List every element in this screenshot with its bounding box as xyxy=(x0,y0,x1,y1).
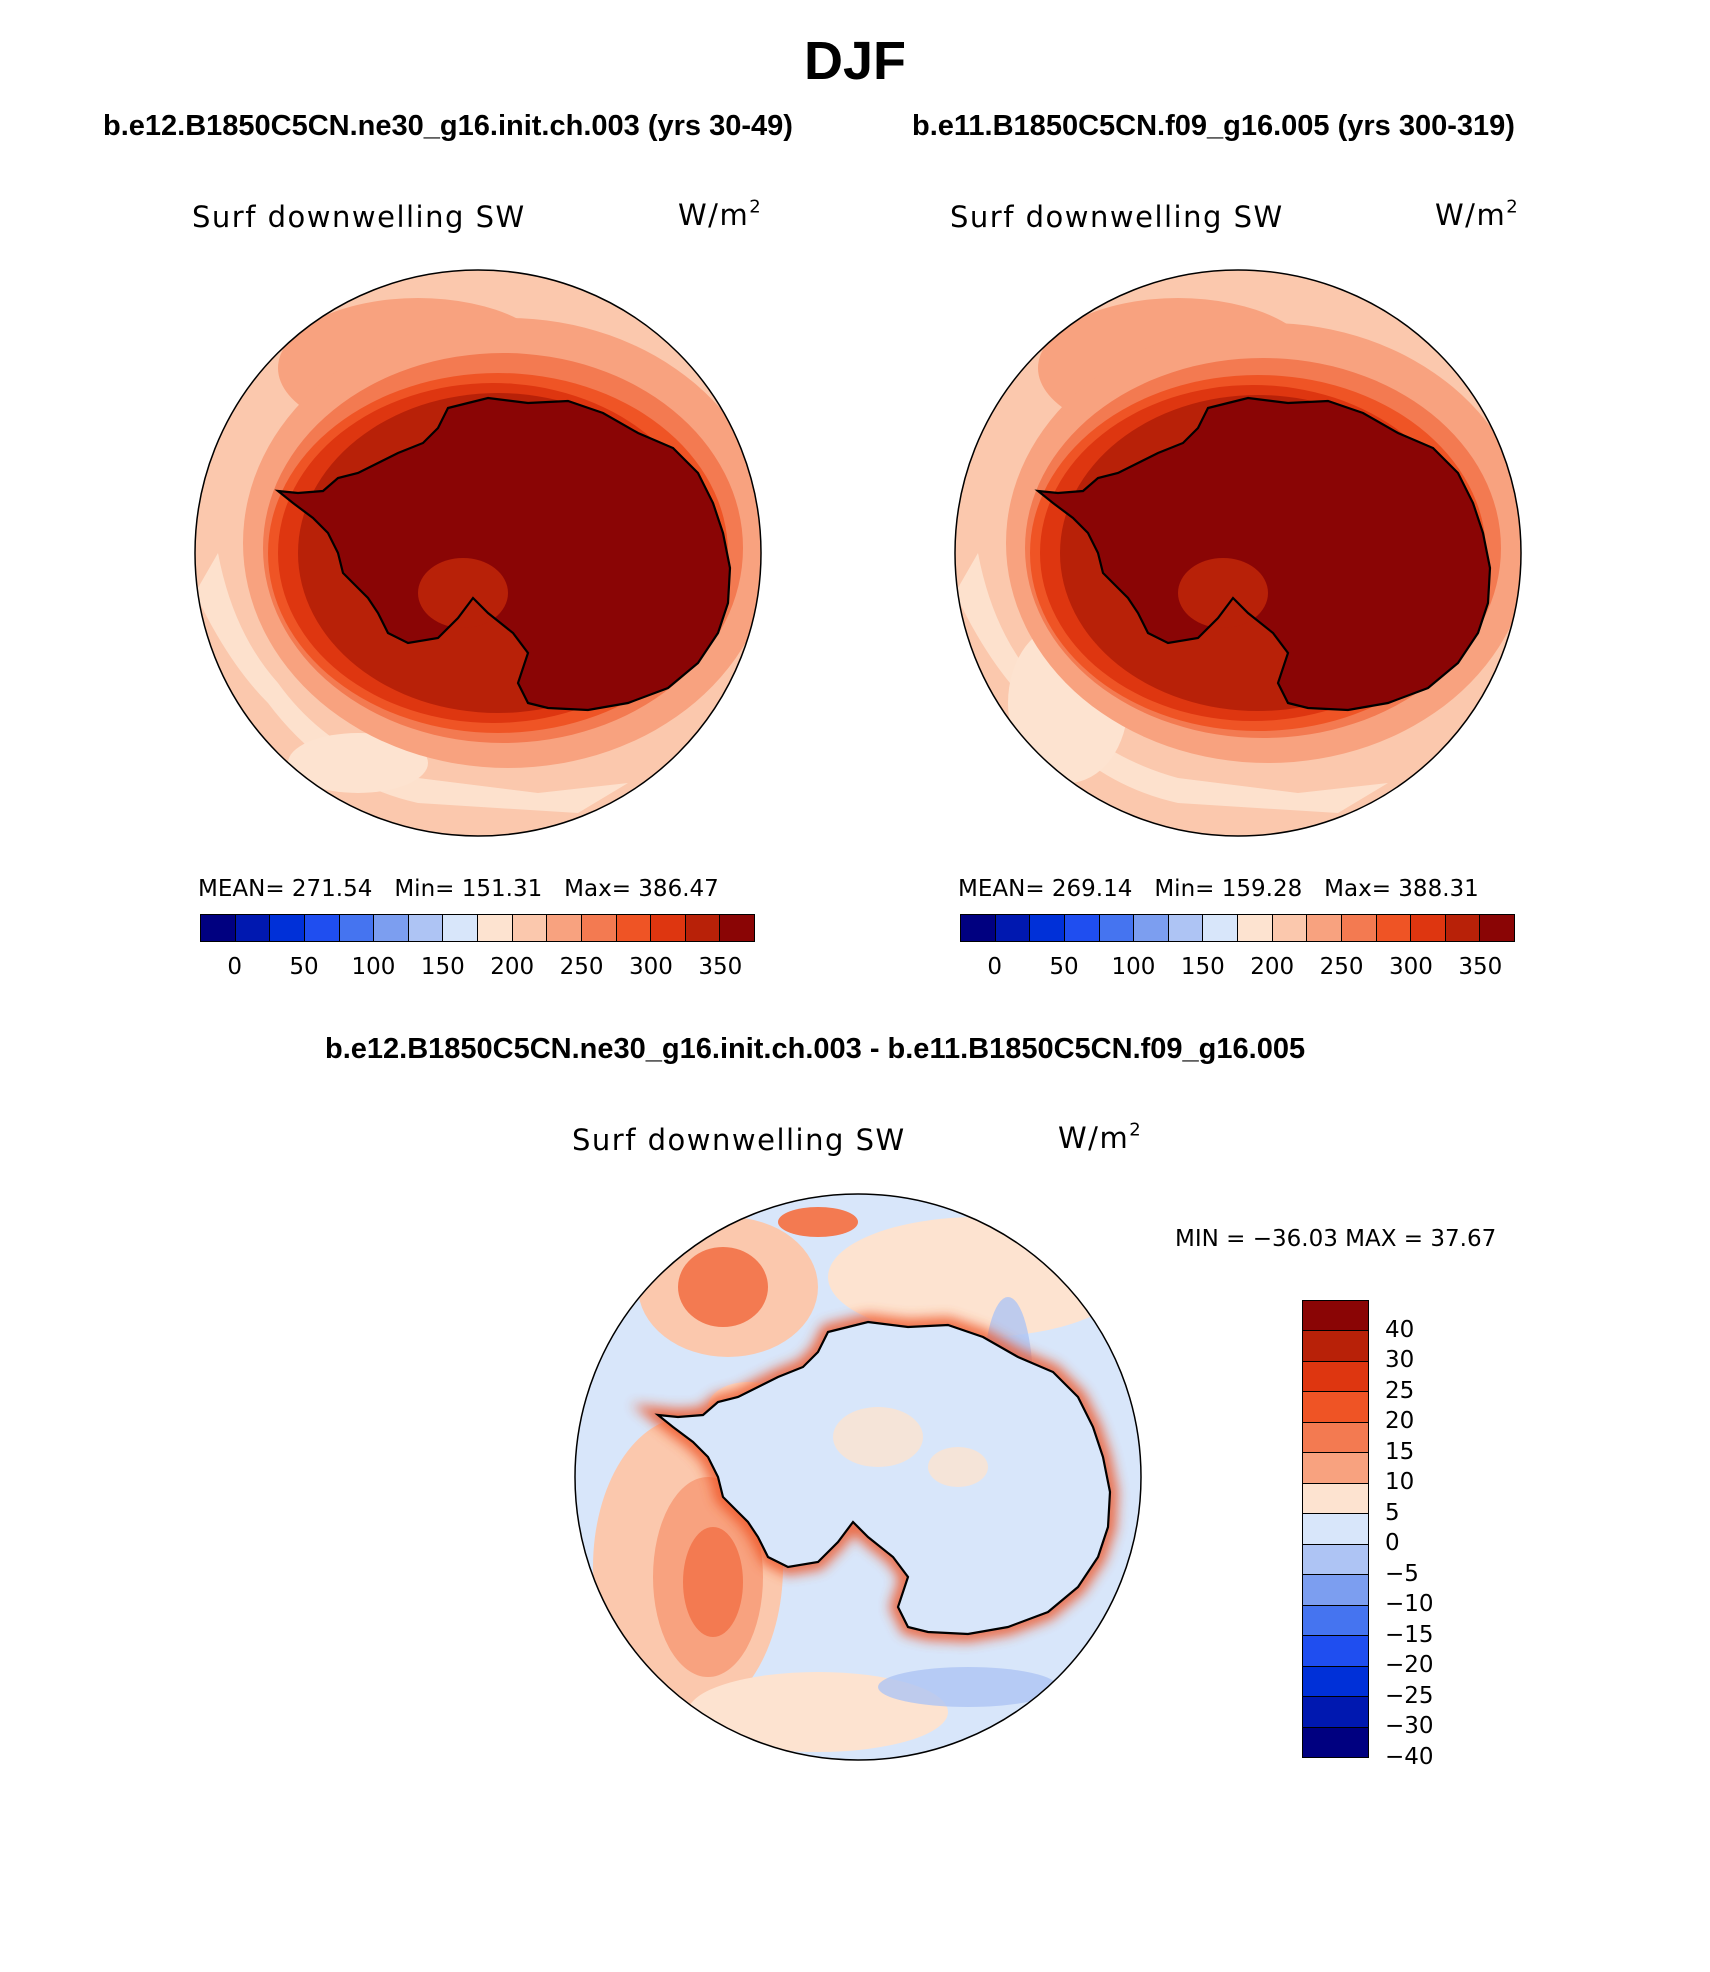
colorbar-box xyxy=(1445,915,1481,941)
colorbar-box xyxy=(1303,1514,1368,1545)
colorbar-tick-label: 30 xyxy=(1385,1347,1415,1374)
colorbar-tick-label: 150 xyxy=(420,954,465,980)
colorbar-box xyxy=(1303,1331,1368,1362)
colorbar-box xyxy=(1480,915,1514,941)
colorbar-tick-label: 200 xyxy=(1250,954,1295,980)
colorbar-box xyxy=(201,915,236,941)
colorbar-box xyxy=(1341,915,1377,941)
colorbar-box xyxy=(1411,915,1446,941)
diff-polar-map xyxy=(574,1193,1142,1761)
right-polar-map xyxy=(954,269,1522,837)
colorbar-tick-label: −40 xyxy=(1385,1744,1434,1770)
colorbar-box xyxy=(1303,1575,1368,1606)
colorbar-box xyxy=(1303,1483,1368,1515)
colorbar-box xyxy=(1238,915,1273,941)
colorbar-tick-label: −30 xyxy=(1385,1713,1434,1740)
colorbar-box xyxy=(1303,1636,1368,1667)
diff-minmax: MIN = −36.03 MAX = 37.67 xyxy=(1175,1226,1497,1252)
right-stats: MEAN= 269.14 Min= 159.28 Max= 388.31 xyxy=(958,876,1479,902)
colorbar-box xyxy=(1303,1666,1368,1698)
colorbar-box xyxy=(270,915,305,941)
colorbar-tick-label: 250 xyxy=(1319,954,1364,980)
colorbar-tick-label: 350 xyxy=(1458,954,1503,980)
colorbar-box xyxy=(443,915,478,941)
colorbar-box xyxy=(581,915,617,941)
colorbar-tick-label: 0 xyxy=(1385,1530,1400,1557)
right-colorbar xyxy=(960,914,1515,942)
colorbar-tick-label: 50 xyxy=(289,954,319,980)
colorbar-box xyxy=(1134,915,1169,941)
figure-title: DJF xyxy=(803,31,906,91)
colorbar-box xyxy=(304,915,340,941)
colorbar-box xyxy=(995,915,1031,941)
left-stats: MEAN= 271.54 Min= 151.31 Max= 386.47 xyxy=(198,876,719,902)
colorbar-tick-label: 100 xyxy=(351,954,396,980)
colorbar-box xyxy=(1303,1544,1368,1576)
colorbar-box xyxy=(1303,1605,1368,1637)
colorbar-box xyxy=(1303,1422,1368,1454)
left-variable-label: Surf downwelling SW xyxy=(192,200,526,234)
colorbar-box xyxy=(512,915,548,941)
colorbar-box xyxy=(408,915,444,941)
colorbar-box xyxy=(651,915,686,941)
left-colorbar xyxy=(200,914,755,942)
colorbar-box xyxy=(1168,915,1204,941)
colorbar-box xyxy=(1303,1392,1368,1423)
colorbar-box xyxy=(1303,1453,1368,1484)
colorbar-tick-label: 300 xyxy=(1388,954,1433,980)
colorbar-box xyxy=(235,915,271,941)
colorbar-tick-label: 100 xyxy=(1111,954,1156,980)
colorbar-tick-label: 350 xyxy=(698,954,743,980)
diff-units-label: W/m2 xyxy=(1058,1119,1143,1155)
colorbar-box xyxy=(478,915,513,941)
right-case-title: b.e11.B1850C5CN.f09_g16.005 (yrs 300-319… xyxy=(912,110,1515,142)
colorbar-box xyxy=(616,915,652,941)
colorbar-box xyxy=(1064,915,1100,941)
colorbar-tick-label: 10 xyxy=(1385,1469,1415,1496)
colorbar-tick-label: 0 xyxy=(227,954,243,980)
colorbar-tick-label: 150 xyxy=(1180,954,1225,980)
right-variable-label: Surf downwelling SW xyxy=(950,200,1284,234)
left-case-title: b.e12.B1850C5CN.ne30_g16.init.ch.003 (yr… xyxy=(103,110,793,142)
colorbar-tick-label: 0 xyxy=(987,954,1003,980)
colorbar-box xyxy=(685,915,721,941)
colorbar-box xyxy=(1203,915,1238,941)
colorbar-box xyxy=(547,915,582,941)
colorbar-tick-label: −15 xyxy=(1385,1621,1434,1648)
colorbar-box xyxy=(720,915,754,941)
colorbar-tick-label: 50 xyxy=(1049,954,1079,980)
colorbar-tick-label: 40 xyxy=(1385,1316,1415,1343)
diff-variable-label: Surf downwelling SW xyxy=(572,1123,906,1157)
colorbar-box xyxy=(1099,915,1135,941)
colorbar-box xyxy=(374,915,409,941)
colorbar-box xyxy=(961,915,996,941)
colorbar-tick-label: 200 xyxy=(490,954,535,980)
colorbar-box xyxy=(1303,1727,1368,1758)
colorbar-box xyxy=(1303,1361,1368,1393)
colorbar-box xyxy=(1376,915,1412,941)
colorbar-tick-label: −25 xyxy=(1385,1682,1434,1709)
colorbar-box xyxy=(1303,1301,1368,1332)
colorbar-box xyxy=(339,915,375,941)
colorbar-tick-label: 25 xyxy=(1385,1377,1415,1404)
left-units-label: W/m2 xyxy=(678,196,763,232)
diff-colorbar xyxy=(1302,1300,1369,1758)
colorbar-tick-label: 300 xyxy=(628,954,673,980)
right-units-label: W/m2 xyxy=(1435,196,1520,232)
colorbar-tick-label: −5 xyxy=(1385,1560,1419,1587)
colorbar-box xyxy=(1272,915,1308,941)
colorbar-tick-label: 15 xyxy=(1385,1438,1415,1465)
colorbar-tick-label: 250 xyxy=(559,954,604,980)
colorbar-box xyxy=(1307,915,1342,941)
colorbar-tick-label: −10 xyxy=(1385,1591,1434,1618)
colorbar-box xyxy=(1030,915,1065,941)
left-polar-map xyxy=(194,269,762,837)
colorbar-tick-label: −20 xyxy=(1385,1652,1434,1679)
diff-case-title: b.e12.B1850C5CN.ne30_g16.init.ch.003 - b… xyxy=(325,1033,1306,1065)
colorbar-tick-label: 20 xyxy=(1385,1408,1415,1435)
colorbar-box xyxy=(1303,1697,1368,1728)
colorbar-tick-label: 5 xyxy=(1385,1499,1400,1526)
